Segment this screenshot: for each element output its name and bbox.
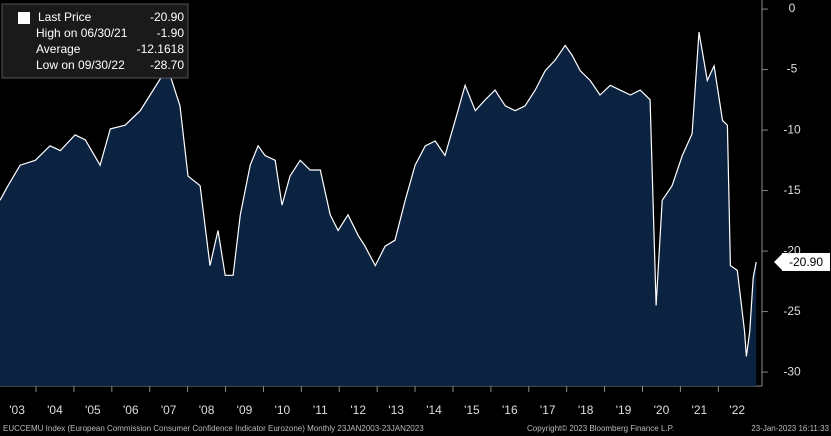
x-tick-label: '10 [275,403,291,417]
legend-box [1,3,189,79]
y-tick-label: -10 [783,122,801,136]
footer-left: EUCCEMU Index (European Commission Consu… [3,424,424,433]
x-tick-label: '19 [616,403,632,417]
legend-value: -12.1618 [137,42,185,56]
x-tick-label: '14 [426,403,442,417]
legend-value: -28.70 [150,58,184,72]
x-tick-label: '21 [692,403,708,417]
legend-swatch [18,12,30,24]
legend-label: Average [36,42,81,56]
x-tick-label: '04 [47,403,63,417]
x-tick-label: '20 [654,403,670,417]
x-tick-label: '22 [729,403,745,417]
legend-value: -1.90 [157,26,185,40]
last-value-box [782,252,830,271]
x-tick-label: '16 [502,403,518,417]
y-tick-label: -15 [783,183,801,197]
x-tick-label: '15 [464,403,480,417]
footer-center: Copyright© 2023 Bloomberg Finance L.P. [527,424,674,433]
footer-right: 23-Jan-2023 16:11:33 [751,424,829,433]
x-tick-label: '08 [199,403,215,417]
x-tick-label: '12 [350,403,366,417]
legend-value: -20.90 [150,10,184,24]
legend-label: High on 06/30/21 [36,26,128,40]
x-tick-label: '13 [388,403,404,417]
x-tick-label: '18 [578,403,594,417]
x-tick-label: '11 [313,403,328,417]
y-tick-label: -20 [783,243,801,257]
x-tick-label: '05 [85,403,101,417]
last-value-tag [774,253,782,270]
x-tick-label: '17 [540,403,556,417]
y-tick-label: 0 [789,1,796,15]
area-fill [0,32,757,386]
legend-label: Low on 09/30/22 [36,58,125,72]
x-tick-label: '09 [237,403,253,417]
x-tick-label: '03 [9,403,25,417]
y-tick-label: -5 [787,62,798,76]
y-tick-label: -25 [783,304,801,318]
last-value-label: -20.90 [789,255,823,269]
legend-label: Last Price [38,10,92,24]
y-tick-label: -30 [783,364,801,378]
x-tick-label: '07 [161,403,177,417]
x-tick-label: '06 [123,403,139,417]
